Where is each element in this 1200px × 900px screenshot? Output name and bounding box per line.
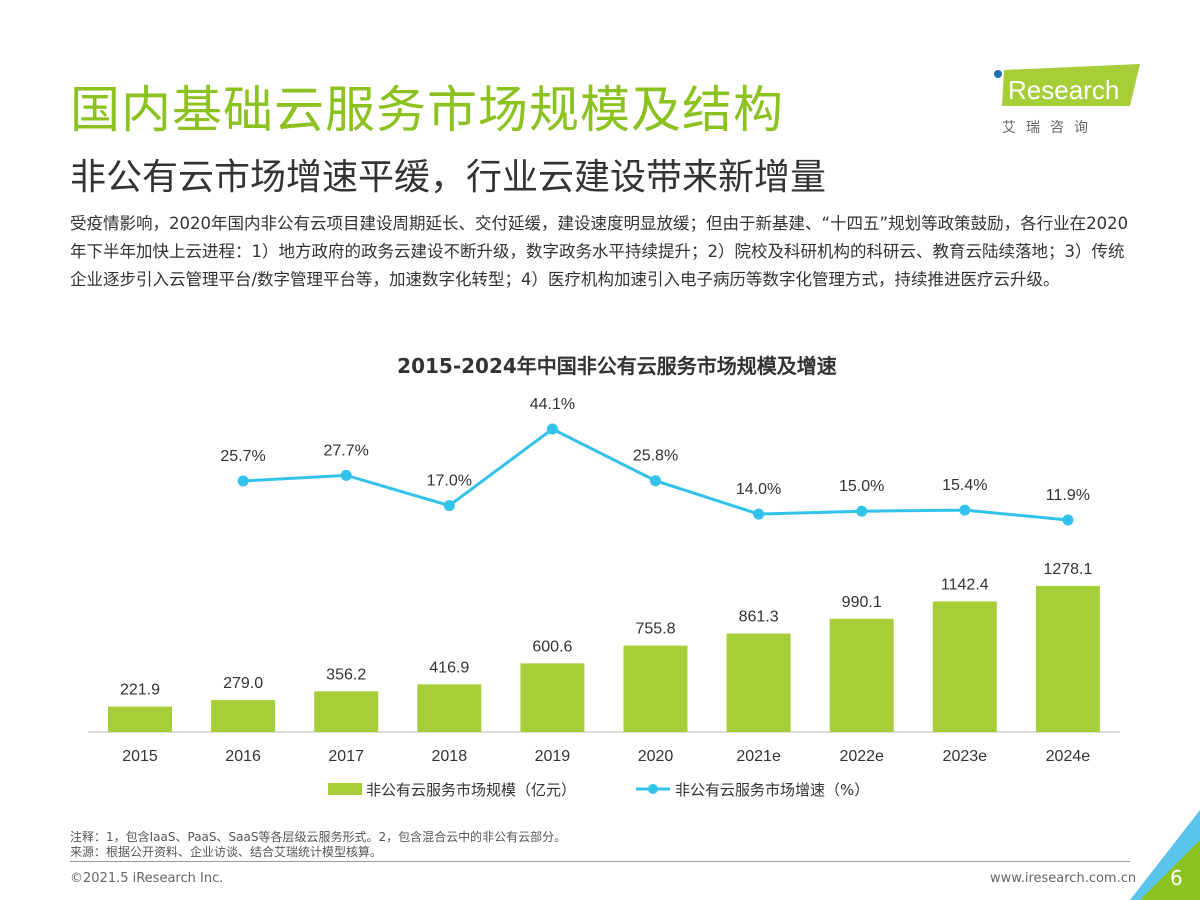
bar bbox=[211, 700, 276, 732]
website-link[interactable]: www.iresearch.com.cn bbox=[990, 871, 1137, 886]
bar-label: 1142.4 bbox=[941, 576, 989, 593]
legend-line-marker bbox=[648, 784, 658, 794]
bar bbox=[520, 663, 585, 732]
iresearch-logo: Research 艾瑞咨询 bbox=[994, 64, 1140, 136]
page-title: 国内基础云服务市场规模及结构 bbox=[70, 81, 784, 139]
bar bbox=[932, 601, 997, 732]
x-tick-label: 2021e bbox=[736, 748, 781, 765]
note-text: 注释：1，包含IaaS、PaaS、SaaS等各层级云服务形式。2，包含混合云中的… bbox=[70, 830, 567, 844]
x-tick-label: 2016 bbox=[225, 748, 261, 765]
source-text: 来源：根据公开资料、企业访谈、结合艾瑞统计模型核算。 bbox=[70, 845, 383, 859]
growth-point bbox=[856, 505, 868, 517]
legend-bar-swatch bbox=[328, 783, 362, 795]
growth-point bbox=[1062, 514, 1074, 526]
footnotes: 注释：1，包含IaaS、PaaS、SaaS等各层级云服务形式。2，包含混合云中的… bbox=[70, 830, 566, 860]
bar-label: 861.3 bbox=[739, 609, 779, 626]
x-tick-label: 2024e bbox=[1046, 748, 1091, 765]
growth-label: 15.4% bbox=[942, 477, 987, 494]
page-number: 6 bbox=[1170, 866, 1183, 890]
bar bbox=[829, 618, 894, 732]
growth-point bbox=[340, 469, 352, 481]
body-paragraph: 受疫情影响，2020年国内非公有云项目建设周期延长、交付延缓，建设速度明显放缓；… bbox=[70, 214, 1129, 289]
bar bbox=[417, 684, 482, 732]
growth-point bbox=[443, 500, 455, 512]
bar bbox=[623, 645, 688, 732]
growth-point bbox=[546, 423, 558, 435]
bar bbox=[314, 691, 379, 732]
growth-point bbox=[959, 504, 971, 516]
chart: 221.9 2015 279.0 2016 356.2 2017 416.9 2018 600.… bbox=[88, 396, 1120, 799]
copyright: ©2021.5 iResearch Inc. bbox=[70, 871, 224, 886]
growth-label: 15.0% bbox=[839, 478, 884, 495]
growth-label: 17.0% bbox=[427, 473, 472, 490]
legend-line-label: 非公有云服务市场增速（%） bbox=[675, 781, 869, 799]
bar bbox=[726, 633, 791, 732]
growth-point bbox=[650, 475, 661, 487]
x-tick-label: 2017 bbox=[328, 748, 364, 765]
bar-label: 990.1 bbox=[842, 594, 882, 611]
growth-label: 44.1% bbox=[530, 396, 575, 413]
svg-text:艾瑞咨询: 艾瑞咨询 bbox=[1002, 120, 1098, 136]
chart-title: 2015-2024年中国非公有云服务市场规模及增速 bbox=[397, 354, 837, 378]
bar bbox=[1035, 585, 1100, 732]
page-subtitle: 非公有云市场增速平缓，行业云建设带来新增量 bbox=[70, 157, 827, 198]
bar-label: 755.8 bbox=[635, 621, 675, 638]
bar-label: 279.0 bbox=[223, 675, 263, 692]
x-tick-label: 2022e bbox=[839, 748, 884, 765]
bar-label: 356.2 bbox=[326, 666, 366, 683]
x-tick-label: 2020 bbox=[638, 748, 674, 765]
growth-label: 25.7% bbox=[220, 448, 265, 465]
growth-label: 27.7% bbox=[324, 442, 369, 459]
growth-label: 14.0% bbox=[736, 481, 781, 498]
svg-text:Research: Research bbox=[1008, 75, 1119, 105]
growth-point bbox=[753, 508, 765, 520]
x-tick-label: 2018 bbox=[432, 748, 468, 765]
bar bbox=[108, 706, 172, 732]
x-tick-label: 2019 bbox=[535, 748, 571, 765]
divider bbox=[70, 861, 1130, 862]
bar-label: 1278.1 bbox=[1043, 561, 1092, 578]
growth-label: 25.8% bbox=[633, 448, 678, 465]
bar-label: 416.9 bbox=[429, 659, 469, 676]
x-tick-label: 2015 bbox=[122, 748, 158, 765]
growth-point bbox=[237, 475, 249, 487]
bar-label: 221.9 bbox=[120, 682, 160, 699]
bar-label: 600.6 bbox=[532, 638, 572, 655]
x-tick-label: 2023e bbox=[943, 748, 988, 765]
corner-decoration bbox=[1130, 810, 1200, 900]
legend-bar-label: 非公有云服务市场规模（亿元） bbox=[366, 781, 576, 799]
growth-label: 11.9% bbox=[1046, 487, 1090, 504]
